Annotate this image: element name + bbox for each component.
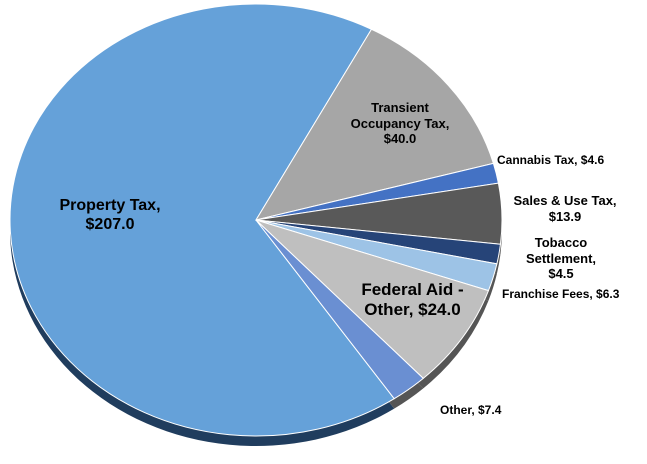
slice-label: Franchise Fees, $6.3 — [502, 287, 620, 301]
slice-label: Cannabis Tax, $4.6 — [497, 153, 605, 167]
slice — [9, 3, 395, 437]
slice-label: Sales & Use Tax, $13.9 — [513, 193, 617, 224]
slice — [255, 219, 490, 380]
slice-label: Other, $7.4 — [440, 403, 502, 417]
slice — [254, 28, 495, 221]
slice-label: Tobacco Settlement, $4.5 — [525, 235, 597, 282]
slice-label: Property Tax, $207.0 — [59, 197, 161, 234]
slice-label: Federal Aid - Other, $24.0 — [361, 280, 464, 320]
slice-label: Transient Occupancy Tax, $40.0 — [350, 100, 450, 147]
slice — [255, 219, 425, 400]
